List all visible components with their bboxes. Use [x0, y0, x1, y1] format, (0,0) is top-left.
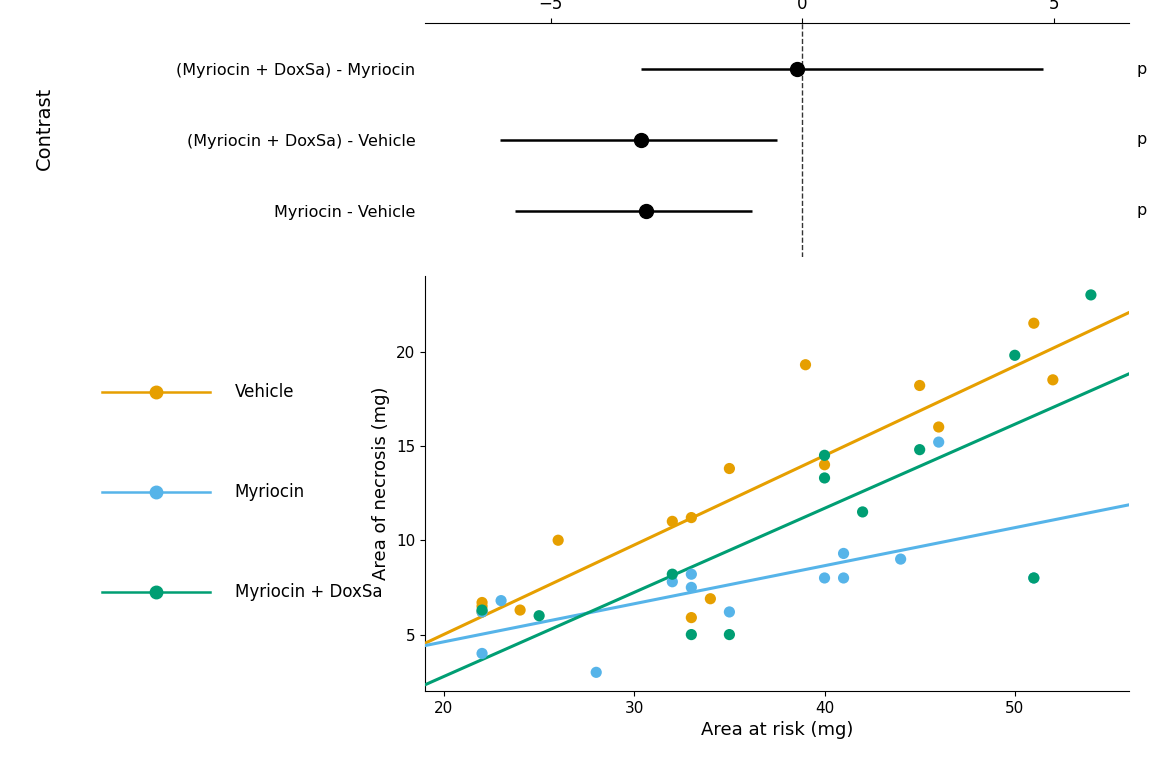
Y-axis label: Area of necrosis (mg): Area of necrosis (mg) — [372, 387, 391, 581]
Point — [720, 462, 738, 475]
Point — [930, 436, 948, 449]
Point — [664, 515, 682, 528]
Point — [682, 511, 700, 524]
Point — [472, 647, 491, 660]
Point — [682, 611, 700, 624]
Point — [1024, 572, 1043, 584]
Point — [472, 606, 491, 618]
Point — [702, 593, 720, 605]
Point — [892, 553, 910, 565]
Point — [550, 534, 568, 546]
Point — [834, 572, 852, 584]
Text: Vehicle: Vehicle — [235, 383, 294, 401]
X-axis label: Area at risk (mg): Area at risk (mg) — [700, 721, 854, 740]
Point — [682, 581, 700, 594]
Point — [816, 472, 834, 484]
Point — [588, 666, 606, 678]
Text: p =  0.016: p = 0.016 — [1137, 203, 1152, 218]
Point — [1044, 374, 1062, 386]
Point — [530, 610, 548, 622]
Point — [816, 458, 834, 471]
Point — [796, 359, 814, 371]
Point — [682, 568, 700, 581]
Point — [472, 597, 491, 609]
Point — [472, 604, 491, 616]
Point — [664, 568, 682, 581]
Point — [472, 606, 491, 618]
Point — [816, 449, 834, 462]
Text: Myriocin: Myriocin — [235, 483, 305, 501]
Point — [854, 506, 872, 518]
Point — [492, 594, 510, 607]
Point — [910, 379, 929, 392]
Point — [720, 628, 738, 641]
Text: p =  0.028: p = 0.028 — [1137, 132, 1152, 147]
Text: Myriocin + DoxSa: Myriocin + DoxSa — [235, 583, 382, 601]
Point — [472, 600, 491, 612]
Point — [682, 628, 700, 641]
Point — [834, 548, 852, 560]
Point — [510, 604, 529, 616]
Point — [816, 572, 834, 584]
Text: p =  0.98: p = 0.98 — [1137, 61, 1152, 77]
Point — [1006, 349, 1024, 362]
Point — [720, 606, 738, 618]
Point — [930, 421, 948, 433]
Point — [1024, 317, 1043, 329]
Point — [1024, 572, 1043, 584]
Point — [910, 443, 929, 455]
Point — [664, 575, 682, 588]
Text: Contrast: Contrast — [35, 87, 54, 170]
Point — [1082, 289, 1100, 301]
